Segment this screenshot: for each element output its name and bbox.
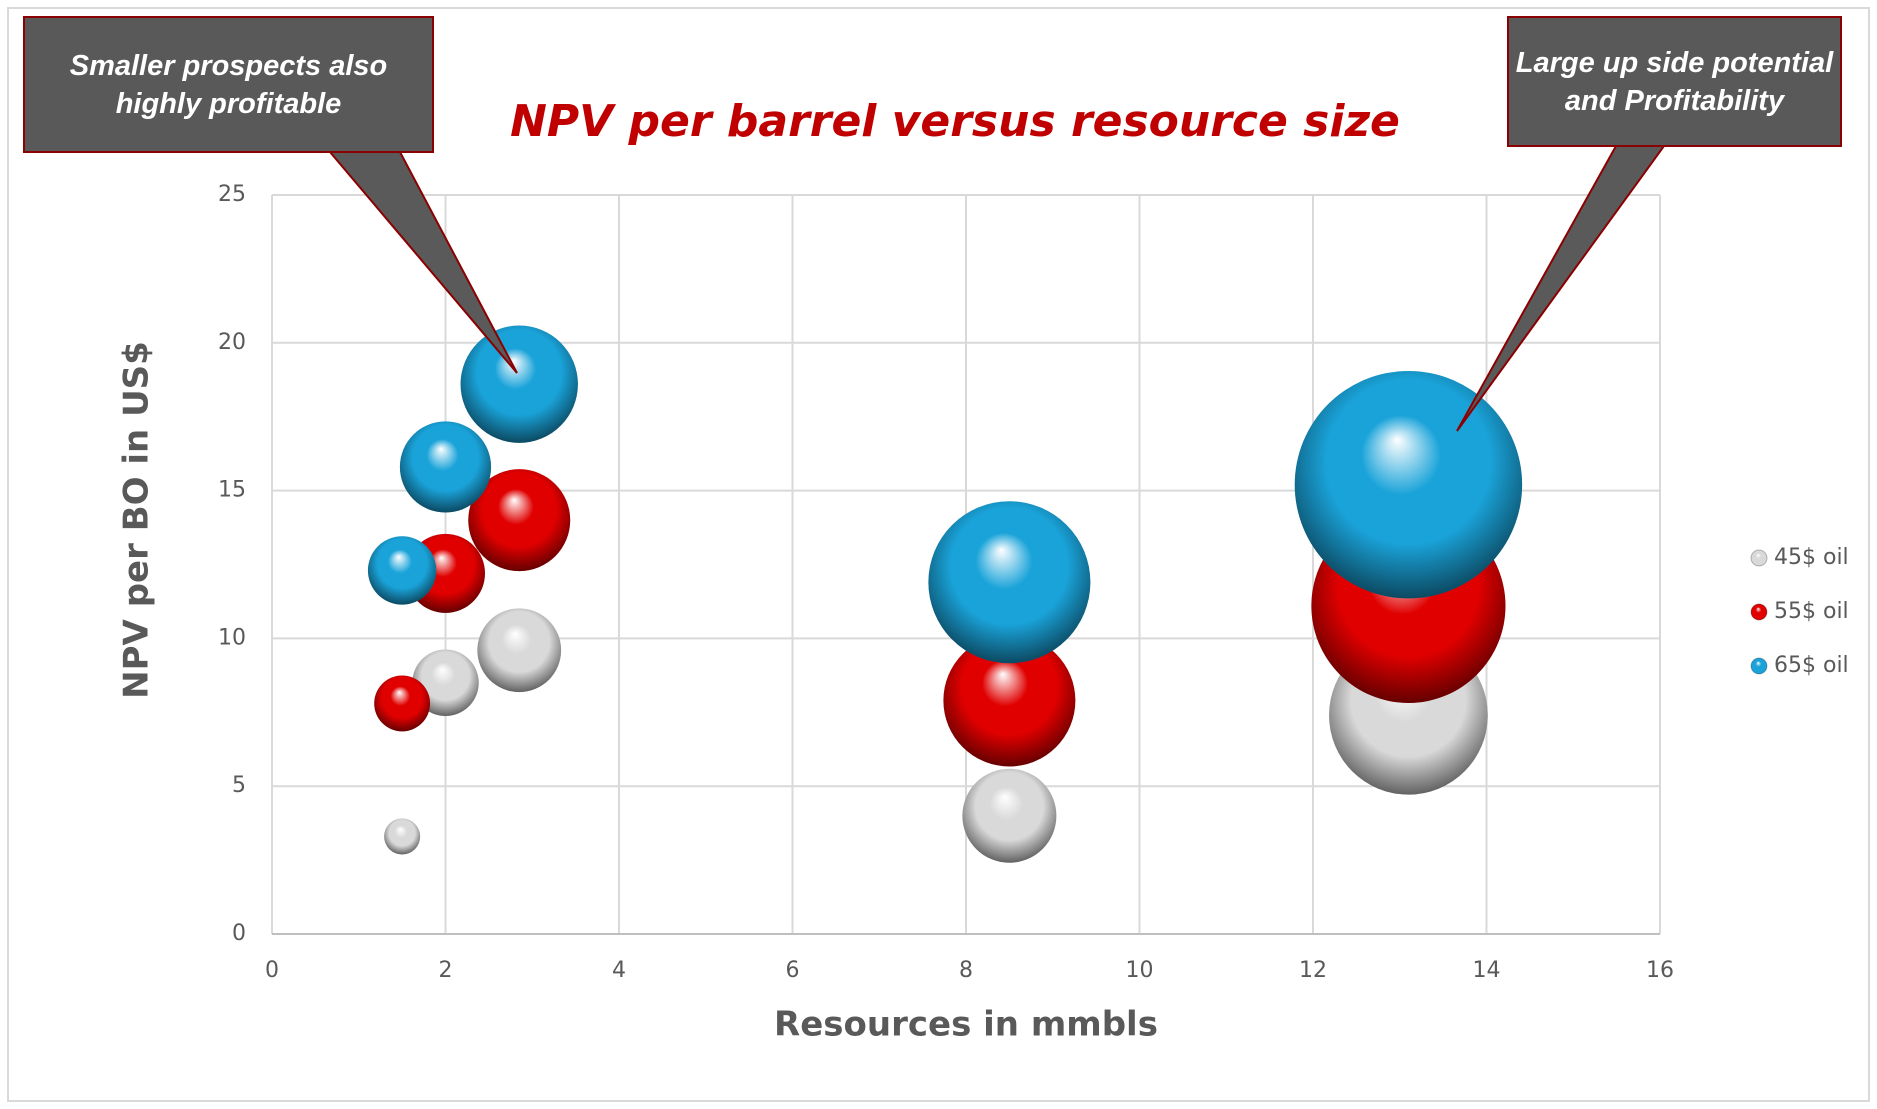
x-tick-label: 12: [1299, 958, 1327, 983]
bubble: [374, 675, 431, 732]
y-tick-label: 0: [232, 921, 246, 946]
bubble: [399, 421, 492, 513]
x-tick-label: 10: [1126, 958, 1154, 983]
bubble-shade: [399, 421, 492, 513]
y-axis-title: NPV per BO in US$: [117, 341, 157, 699]
bubble: [468, 469, 571, 572]
y-tick-label: 25: [218, 182, 246, 207]
x-tick-label: 2: [439, 958, 453, 983]
bubble: [943, 634, 1076, 767]
legend-marker: [1750, 657, 1768, 675]
bubble-shade: [943, 634, 1076, 767]
y-tick-label: 20: [218, 330, 246, 355]
x-tick-label: 14: [1473, 958, 1501, 983]
bubble: [1294, 370, 1523, 599]
bubble: [384, 818, 421, 855]
callout-text-wrap: Large up side potential and Profitabilit…: [1515, 46, 1834, 117]
bubble-shade: [477, 608, 562, 693]
callout-text: Smaller prospects also highly profitable: [69, 49, 388, 120]
callout-box: [23, 16, 434, 153]
bubble: [460, 325, 578, 443]
y-tick-label: 10: [218, 625, 246, 650]
bubble: [928, 501, 1091, 664]
bubble-shade: [384, 818, 421, 855]
chart-title: NPV per barrel versus resource size: [510, 96, 1400, 147]
callout-left: Smaller prospects also highly profitable: [23, 16, 518, 374]
callout-text-wrap: Smaller prospects also highly profitable: [69, 49, 388, 120]
bubble: [367, 536, 437, 605]
bubble-shade: [374, 675, 431, 732]
x-axis-title: Resources in mmbls: [774, 1005, 1158, 1045]
legend-label: 45$ oil: [1774, 545, 1849, 570]
bubble-shade: [460, 325, 578, 443]
bubble-shade: [367, 536, 437, 605]
bubble-shade: [928, 501, 1091, 664]
bubble: [962, 768, 1057, 863]
x-tick-label: 6: [786, 958, 800, 983]
callout-text: Large up side potential and Profitabilit…: [1515, 46, 1834, 117]
callout-right: Large up side potential and Profitabilit…: [1456, 16, 1842, 432]
bubble-shade: [468, 469, 571, 572]
legend-label: 55$ oil: [1774, 599, 1849, 624]
legend-marker: [1750, 603, 1768, 621]
x-tick-label: 16: [1646, 958, 1674, 983]
y-tick-label: 15: [218, 478, 246, 503]
bubble-shade: [1294, 370, 1523, 599]
x-tick-label: 4: [612, 958, 626, 983]
bubble-shade: [962, 768, 1057, 863]
legend-label: 65$ oil: [1774, 653, 1849, 678]
callout-box: [1507, 16, 1842, 147]
x-tick-label: 0: [265, 958, 279, 983]
x-tick-label: 8: [959, 958, 973, 983]
y-tick-label: 5: [232, 773, 246, 798]
bubble: [477, 608, 562, 693]
legend-marker: [1750, 549, 1768, 567]
